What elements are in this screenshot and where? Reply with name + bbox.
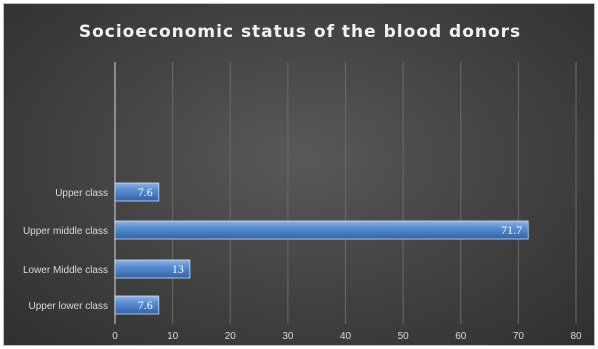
category-label: Lower Middle class — [23, 265, 108, 276]
chart-area: Socioeconomic status of the blood donors… — [3, 3, 595, 346]
data-label: 13 — [172, 262, 184, 276]
x-tick-label: 50 — [398, 331, 410, 342]
data-label: 7.6 — [138, 185, 153, 199]
x-tick-label: 70 — [513, 331, 525, 342]
x-tick-label: 30 — [282, 331, 294, 342]
data-label: 71.7 — [501, 223, 522, 237]
x-tick-label: 10 — [167, 331, 179, 342]
bars — [115, 183, 528, 314]
category-label: Upper middle class — [23, 226, 108, 237]
x-tick-label: 40 — [340, 331, 352, 342]
category-label: Upper lower class — [29, 301, 108, 312]
x-tick-label: 80 — [570, 331, 582, 342]
category-label: Upper class — [55, 188, 108, 199]
x-tick-label: 20 — [225, 331, 237, 342]
data-label: 7.6 — [138, 298, 153, 312]
bar-chart-plot: 0 10 20 30 40 50 60 70 80 Upper lower class 7.6 Low… — [4, 4, 595, 346]
x-tick-label: 0 — [112, 331, 118, 342]
gridlines — [115, 62, 576, 324]
labels: 0 10 20 30 40 50 60 70 80 Upper lower class 7.6 Low… — [23, 185, 582, 342]
bar — [115, 221, 528, 239]
x-tick-label: 60 — [455, 331, 467, 342]
